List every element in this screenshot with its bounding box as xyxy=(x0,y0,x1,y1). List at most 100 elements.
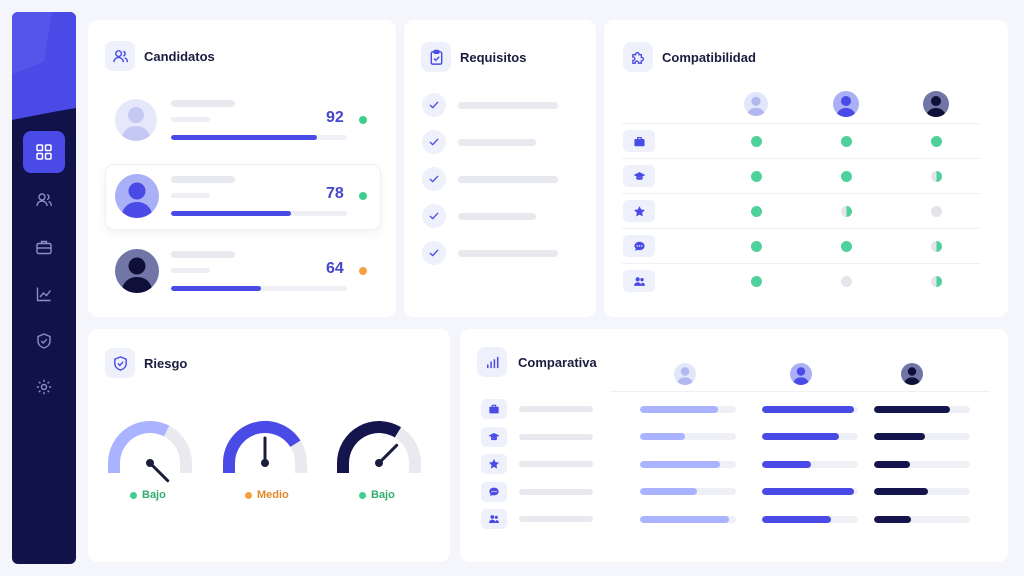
comparison-bar-fill xyxy=(762,460,811,468)
risk-level-label: Bajo xyxy=(130,489,166,501)
comparison-bar xyxy=(640,460,736,468)
comparison-bar-fill xyxy=(762,488,855,495)
requirement-item[interactable] xyxy=(404,130,596,156)
bar-chart-icon xyxy=(486,356,498,368)
name-placeholder xyxy=(171,251,235,258)
comparison-bar xyxy=(640,405,736,413)
sidebar xyxy=(12,12,76,564)
nav-item-analytics[interactable] xyxy=(23,273,65,315)
avatar xyxy=(790,363,812,385)
comparison-bar xyxy=(874,433,970,440)
dashboard-icon xyxy=(36,144,52,160)
row-divider xyxy=(622,263,980,264)
gauge-fill xyxy=(223,421,301,473)
users-icon xyxy=(36,193,52,207)
comparison-row[interactable] xyxy=(460,453,1008,475)
avatar xyxy=(115,174,159,218)
chart-line-icon xyxy=(36,287,52,302)
candidate-row[interactable]: 92 xyxy=(106,89,380,153)
nav-item-settings[interactable] xyxy=(23,366,65,408)
card-title: Compatibilidad xyxy=(662,49,756,65)
briefcase-icon xyxy=(489,404,499,414)
comparison-bar-fill xyxy=(874,515,912,523)
compatibility-row[interactable] xyxy=(604,127,1008,155)
comparison-bar-fill xyxy=(874,405,950,413)
criterion-placeholder xyxy=(519,488,593,495)
check-badge xyxy=(422,130,446,154)
comparison-bar xyxy=(874,515,970,523)
score-bar xyxy=(171,286,347,291)
comparison-bar xyxy=(640,515,736,523)
nav-item-dashboard[interactable] xyxy=(23,131,65,173)
compatibilidad-card: Compatibilidad xyxy=(604,20,1008,317)
star-icon xyxy=(633,205,645,216)
compatibility-dot xyxy=(840,170,852,182)
compatibility-dot xyxy=(930,275,942,287)
requirement-placeholder xyxy=(458,213,536,220)
nav-item-security[interactable] xyxy=(23,320,65,362)
comparison-bar-fill xyxy=(874,460,910,468)
name-placeholder xyxy=(171,100,235,107)
graduation-cap-icon xyxy=(488,432,500,440)
compatibility-dot xyxy=(840,205,852,217)
compatibility-dot xyxy=(750,205,762,217)
gauge-needle xyxy=(148,461,170,483)
criterion-badge xyxy=(481,399,507,419)
comparison-bar xyxy=(640,488,736,495)
compatibility-row[interactable] xyxy=(604,267,1008,295)
compatibility-row[interactable] xyxy=(604,232,1008,260)
requirement-item[interactable] xyxy=(404,204,596,230)
check-badge xyxy=(422,204,446,228)
gauge-fill xyxy=(337,421,402,473)
requirement-item[interactable] xyxy=(404,93,596,119)
status-dot xyxy=(359,116,367,124)
name-placeholder xyxy=(171,176,235,183)
requirement-item[interactable] xyxy=(404,241,596,267)
compatibility-dot xyxy=(930,170,942,182)
comparison-row[interactable] xyxy=(460,481,1008,503)
sidebar-wave-decoration xyxy=(12,12,76,120)
nav-item-users[interactable] xyxy=(23,179,65,221)
puzzle-icon xyxy=(631,51,644,64)
candidate-row[interactable]: 64 xyxy=(106,240,380,304)
criterion-badge xyxy=(623,200,655,222)
candidate-row[interactable]: 78 xyxy=(106,165,380,229)
risk-level-dot xyxy=(245,491,252,499)
candidatos-card: Candidatos 92 78 64 xyxy=(88,20,396,317)
status-dot xyxy=(359,267,367,275)
requirement-placeholder xyxy=(458,102,558,109)
briefcase-icon xyxy=(633,136,645,146)
comparison-row[interactable] xyxy=(460,398,1008,420)
compatibility-row[interactable] xyxy=(604,162,1008,190)
criterion-badge xyxy=(481,426,507,447)
role-placeholder xyxy=(171,268,210,273)
comparison-bar xyxy=(874,405,970,413)
briefcase-icon xyxy=(36,240,52,255)
avatar xyxy=(674,363,696,385)
comparison-bar xyxy=(874,460,970,468)
avatar xyxy=(744,92,768,116)
requirement-item[interactable] xyxy=(404,167,596,193)
compatibility-dot xyxy=(930,135,942,147)
nav-item-jobs[interactable] xyxy=(23,226,65,268)
requisitos-card: Requisitos xyxy=(404,20,596,317)
compatibility-row[interactable] xyxy=(604,197,1008,225)
requirement-placeholder xyxy=(458,176,558,183)
gear-icon xyxy=(36,379,52,395)
comparison-bar xyxy=(762,433,858,440)
score-bar-fill xyxy=(171,211,291,216)
shield-icon xyxy=(113,355,127,371)
criterion-placeholder xyxy=(519,433,593,440)
head-icon-box xyxy=(477,347,507,377)
comparison-row[interactable] xyxy=(460,508,1008,530)
comparison-bar-fill xyxy=(640,488,697,495)
criterion-badge xyxy=(481,454,507,474)
criterion-badge xyxy=(623,130,655,152)
chat-bubble-icon xyxy=(633,241,645,251)
comparison-bar-fill xyxy=(640,515,730,523)
comparison-row[interactable] xyxy=(460,426,1008,448)
compatibility-dot xyxy=(750,240,762,252)
criterion-placeholder xyxy=(519,406,593,412)
comparison-bar-fill xyxy=(640,405,718,413)
gauge-needle xyxy=(377,443,399,465)
